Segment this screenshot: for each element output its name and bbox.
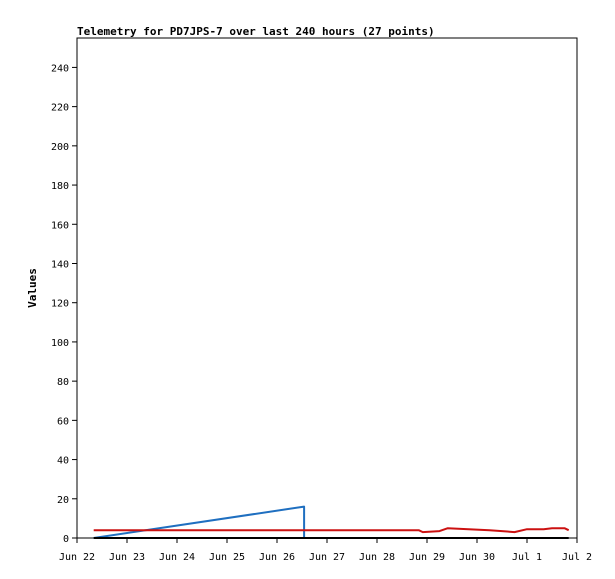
x-tick-label: Jun 30: [459, 552, 495, 563]
y-tick-label: 20: [57, 495, 69, 506]
x-tick-label: Jun 28: [359, 552, 395, 563]
y-tick-label: 80: [57, 377, 69, 388]
y-tick-label: 140: [51, 259, 69, 270]
series-line-1: [93, 505, 306, 539]
x-tick-label: Jun 22: [59, 552, 95, 563]
y-tick-label: 220: [51, 103, 69, 114]
y-tick-label: 120: [51, 299, 69, 310]
y-tick-label: 180: [51, 181, 69, 192]
x-tick-label: Jun 29: [409, 552, 445, 563]
y-tick-label: 200: [51, 142, 69, 153]
x-tick-label: Jul 1: [512, 552, 542, 563]
series-layer: [93, 505, 570, 539]
x-tick-label: Jun 26: [259, 552, 295, 563]
x-tick-label: Jun 23: [109, 552, 145, 563]
x-tick-label: Jul 2: [562, 552, 592, 563]
y-axis-label: Values: [26, 268, 39, 308]
x-tick-label: Jun 24: [159, 552, 195, 563]
plot-frame: [76, 37, 578, 539]
chart-title: Telemetry for PD7JPS-7 over last 240 hou…: [77, 25, 435, 38]
x-axis: Jun 22 Jun 23 Jun 24 Jun 25 Jun 26 Jun 27 Jun …: [59, 538, 592, 563]
y-tick-label: 240: [51, 63, 69, 74]
y-tick-label: 0: [63, 534, 69, 545]
y-tick-label: 160: [51, 220, 69, 231]
series-line-2: [93, 527, 570, 534]
y-tick-label: 60: [57, 416, 69, 427]
y-tick-label: 40: [57, 456, 69, 467]
y-axis: 0 20 40 60 80 100 120 140 160 180 200 220 240: [51, 63, 77, 545]
x-tick-label: Jun 27: [309, 552, 345, 563]
x-tick-label: Jun 25: [209, 552, 245, 563]
y-tick-label: 100: [51, 338, 69, 349]
